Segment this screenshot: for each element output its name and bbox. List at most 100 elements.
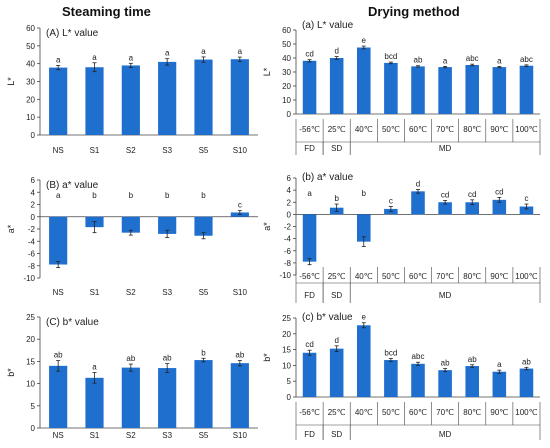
category-label: -56℃ bbox=[299, 125, 320, 134]
y-tick-label: 0 bbox=[287, 210, 292, 219]
category-label: 50℃ bbox=[382, 408, 400, 417]
significance-letter: a bbox=[92, 53, 97, 62]
bar bbox=[411, 66, 425, 114]
group-label: FD bbox=[304, 291, 315, 300]
significance-letter: d bbox=[416, 180, 420, 189]
bar bbox=[302, 352, 317, 397]
category-label: S1 bbox=[90, 288, 100, 297]
y-axis-label: a* bbox=[262, 222, 272, 231]
significance-letter: ab bbox=[414, 56, 423, 65]
y-tick-label: 30 bbox=[26, 78, 35, 87]
category-label: 60℃ bbox=[409, 125, 427, 134]
category-label: S2 bbox=[126, 288, 136, 297]
y-tick-label: 0 bbox=[31, 424, 36, 433]
significance-letter: cd bbox=[441, 190, 449, 199]
y-tick-label: 6 bbox=[31, 176, 36, 185]
y-tick-label: -10 bbox=[279, 271, 291, 280]
category-label: 25℃ bbox=[328, 272, 346, 281]
chart-panel-4: 0 10 20 30 40 50 60 L* (a) L* value cd -56℃ d 25℃ e 40… bbox=[262, 20, 541, 155]
significance-letter: d bbox=[334, 336, 338, 345]
y-tick-label: 50 bbox=[26, 42, 35, 51]
category-label: NS bbox=[53, 288, 64, 297]
significance-letter: a bbox=[443, 56, 448, 65]
y-tick-label: 10 bbox=[282, 96, 291, 105]
y-tick-label: 30 bbox=[282, 68, 291, 77]
bar bbox=[230, 363, 249, 428]
y-tick-label: 40 bbox=[282, 54, 291, 63]
bar bbox=[438, 202, 452, 215]
significance-letter: ab bbox=[522, 357, 531, 366]
bar bbox=[230, 59, 249, 136]
bar bbox=[357, 214, 371, 242]
category-label: 40℃ bbox=[355, 272, 373, 281]
y-tick-label: 20 bbox=[282, 330, 291, 339]
bar bbox=[357, 47, 371, 114]
significance-letter: ab bbox=[163, 354, 172, 363]
significance-letter: e bbox=[362, 36, 367, 45]
significance-letter: b bbox=[362, 189, 367, 198]
bar bbox=[329, 58, 344, 114]
bar bbox=[49, 365, 68, 428]
category-label: S5 bbox=[199, 431, 209, 440]
y-tick-label: 4 bbox=[287, 186, 292, 195]
significance-letter: d bbox=[334, 47, 338, 56]
group-label: SD bbox=[331, 291, 342, 300]
category-label: S3 bbox=[162, 146, 172, 155]
bar bbox=[519, 65, 534, 114]
category-label: S3 bbox=[162, 431, 172, 440]
category-label: 80℃ bbox=[463, 272, 481, 281]
bar bbox=[49, 67, 68, 135]
group-label: SD bbox=[331, 430, 342, 439]
y-tick-label: 0 bbox=[287, 393, 292, 402]
chart-title: (C) b* value bbox=[46, 317, 99, 328]
group-label: FD bbox=[304, 144, 315, 153]
y-tick-label: -8 bbox=[28, 262, 36, 271]
y-tick-label: 60 bbox=[26, 24, 35, 33]
bar bbox=[519, 206, 534, 215]
group-label: MD bbox=[439, 430, 452, 439]
y-tick-label: 4 bbox=[31, 188, 36, 197]
y-tick-label: 2 bbox=[31, 201, 36, 210]
significance-letter: cd bbox=[305, 340, 313, 349]
bar bbox=[121, 367, 140, 428]
significance-letter: a bbox=[129, 53, 134, 62]
bar bbox=[438, 370, 452, 397]
bar bbox=[465, 202, 479, 215]
category-label: 70℃ bbox=[436, 408, 454, 417]
bar bbox=[411, 191, 425, 215]
bar bbox=[121, 65, 140, 135]
y-tick-label: 20 bbox=[282, 82, 291, 91]
significance-letter: cd bbox=[305, 50, 313, 59]
significance-letter: cd bbox=[468, 190, 476, 199]
significance-letter: c bbox=[238, 201, 242, 210]
chart-title: (c) b* value bbox=[302, 312, 353, 323]
significance-letter: bcd bbox=[384, 52, 397, 61]
y-tick-label: 15 bbox=[26, 357, 35, 366]
y-tick-label: 50 bbox=[282, 40, 291, 49]
significance-letter: ab bbox=[235, 351, 244, 360]
category-label: 25℃ bbox=[328, 125, 346, 134]
significance-letter: ab bbox=[441, 359, 450, 368]
category-label: NS bbox=[53, 431, 64, 440]
chart-panel-6: 0 5 10 15 20 25 b* (c) b* value cd -56℃ d 25℃ e 40℃ bc… bbox=[262, 312, 541, 440]
category-label: S2 bbox=[126, 431, 136, 440]
y-tick-label: 25 bbox=[26, 313, 35, 322]
bar bbox=[465, 65, 479, 114]
y-tick-label: 0 bbox=[31, 131, 36, 140]
significance-letter: b bbox=[334, 194, 339, 203]
chart-title: (A) L* value bbox=[46, 28, 99, 39]
y-axis-label: L* bbox=[6, 77, 16, 86]
category-label: S10 bbox=[233, 146, 248, 155]
category-label: 60℃ bbox=[409, 408, 427, 417]
category-label: S10 bbox=[233, 431, 248, 440]
category-label: 50℃ bbox=[382, 272, 400, 281]
bar bbox=[438, 67, 452, 114]
significance-letter: c bbox=[389, 196, 393, 205]
category-label: 40℃ bbox=[355, 125, 373, 134]
group-label: SD bbox=[331, 144, 342, 153]
bar bbox=[85, 377, 104, 428]
bar bbox=[492, 371, 507, 397]
group-label: MD bbox=[439, 144, 452, 153]
category-label: -56℃ bbox=[299, 408, 320, 417]
